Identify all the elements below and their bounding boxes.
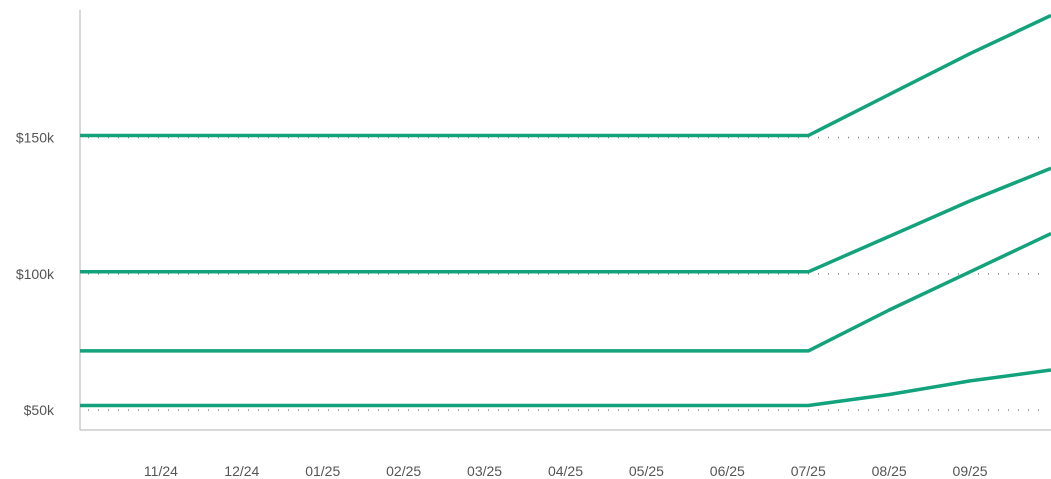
x-axis-ticks: 11/24 12/24 01/25 02/25 03/25 04/25 05/25 06/25… [144,463,988,479]
x-tick-label: 04/25 [548,463,583,479]
y-axis-ticks: $50k $100k $150k [16,129,55,418]
grid [88,136,1047,411]
x-tick-label: 07/25 [791,463,826,479]
x-tick-label: 01/25 [305,463,340,479]
x-tick-label: 02/25 [386,463,421,479]
x-tick-label: 06/25 [710,463,745,479]
x-tick-label: 12/24 [224,463,259,479]
x-tick-label: 09/25 [953,463,988,479]
y-tick-label: $100k [16,266,55,282]
x-tick-label: 08/25 [872,463,907,479]
x-tick-label: 05/25 [629,463,664,479]
series-line-2 [80,166,1051,274]
series-lines [80,13,1051,408]
x-tick-label: 11/24 [144,463,178,479]
y-tick-label: $50k [24,402,55,418]
y-tick-label: $150k [16,129,55,145]
x-tick-label: 03/25 [467,463,502,479]
series-line-4 [80,368,1051,408]
series-line-3 [80,232,1051,353]
series-line-1 [80,13,1051,138]
